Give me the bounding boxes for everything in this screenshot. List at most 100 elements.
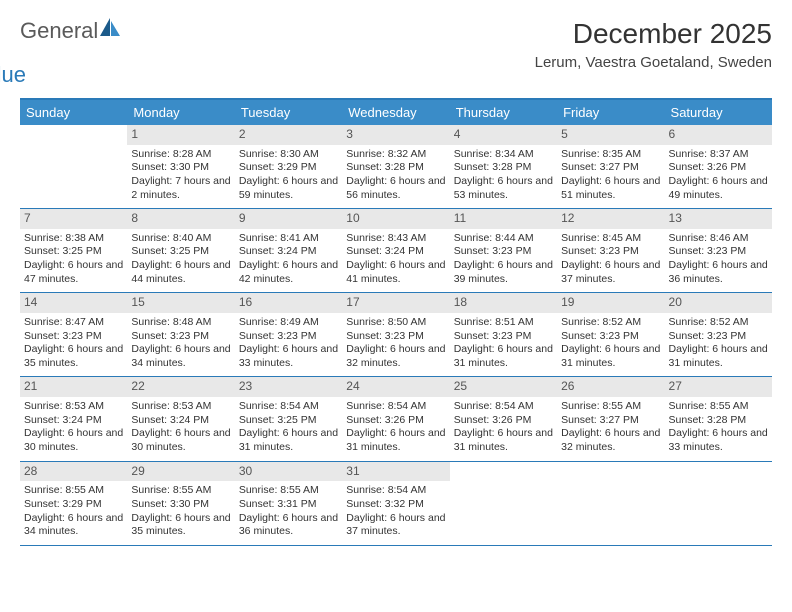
sunset-text: Sunset: 3:31 PM — [239, 498, 338, 512]
sunrise-text: Sunrise: 8:54 AM — [454, 400, 553, 414]
day-number: 24 — [342, 377, 449, 397]
sunset-text: Sunset: 3:27 PM — [561, 161, 660, 175]
sunset-text: Sunset: 3:23 PM — [454, 245, 553, 259]
sunset-text: Sunset: 3:23 PM — [239, 330, 338, 344]
sunrise-text: Sunrise: 8:54 AM — [346, 484, 445, 498]
daylight-text: Daylight: 6 hours and 35 minutes. — [24, 343, 123, 370]
daylight-text: Daylight: 6 hours and 31 minutes. — [454, 427, 553, 454]
day-header-row: SundayMondayTuesdayWednesdayThursdayFrid… — [20, 100, 772, 125]
sunrise-text: Sunrise: 8:43 AM — [346, 232, 445, 246]
sunset-text: Sunset: 3:27 PM — [561, 414, 660, 428]
daylight-text: Daylight: 7 hours and 2 minutes. — [131, 175, 230, 202]
day-number: 2 — [235, 125, 342, 145]
day-cell: 4Sunrise: 8:34 AMSunset: 3:28 PMDaylight… — [450, 125, 557, 208]
daylight-text: Daylight: 6 hours and 30 minutes. — [24, 427, 123, 454]
week-row: .1Sunrise: 8:28 AMSunset: 3:30 PMDayligh… — [20, 125, 772, 209]
day-number: 28 — [20, 462, 127, 482]
week-row: 21Sunrise: 8:53 AMSunset: 3:24 PMDayligh… — [20, 377, 772, 461]
sunset-text: Sunset: 3:25 PM — [239, 414, 338, 428]
day-cell: 16Sunrise: 8:49 AMSunset: 3:23 PMDayligh… — [235, 293, 342, 376]
day-cell: 24 Sunrise: 8:54 AMSunset: 3:26 PMDayligh… — [342, 377, 449, 460]
sunrise-text: Sunrise: 8:34 AM — [454, 148, 553, 162]
day-cell: . — [665, 462, 772, 545]
sunrise-text: Sunrise: 8:37 AM — [669, 148, 768, 162]
daylight-text: Daylight: 6 hours and 47 minutes. — [24, 259, 123, 286]
daylight-text: Daylight: 6 hours and 33 minutes. — [669, 427, 768, 454]
sunset-text: Sunset: 3:23 PM — [561, 245, 660, 259]
sunrise-text: Sunrise: 8:44 AM — [454, 232, 553, 246]
day-header: Monday — [127, 100, 234, 125]
day-number: 30 — [235, 462, 342, 482]
day-cell: 21 Sunrise: 8:53 AMSunset: 3:24 PMDayligh… — [20, 377, 127, 460]
daylight-text: Daylight: 6 hours and 34 minutes. — [131, 343, 230, 370]
sunset-text: Sunset: 3:26 PM — [454, 414, 553, 428]
sunrise-text: Sunrise: 8:35 AM — [561, 148, 660, 162]
day-cell: 7Sunrise: 8:38 AMSunset: 3:25 PMDaylight… — [20, 209, 127, 292]
day-number: 10 — [342, 209, 449, 229]
daylight-text: Daylight: 6 hours and 56 minutes. — [346, 175, 445, 202]
sunset-text: Sunset: 3:24 PM — [24, 414, 123, 428]
day-cell: 13Sunrise: 8:46 AMSunset: 3:23 PMDayligh… — [665, 209, 772, 292]
sunset-text: Sunset: 3:29 PM — [24, 498, 123, 512]
day-number: 9 — [235, 209, 342, 229]
daylight-text: Daylight: 6 hours and 34 minutes. — [24, 512, 123, 539]
logo-text-blue: Blue — [0, 62, 122, 88]
day-cell: . — [20, 125, 127, 208]
day-cell: 12Sunrise: 8:45 AMSunset: 3:23 PMDayligh… — [557, 209, 664, 292]
sunset-text: Sunset: 3:30 PM — [131, 161, 230, 175]
day-number: 17 — [342, 293, 449, 313]
logo-sail-icon — [100, 18, 122, 43]
sunset-text: Sunset: 3:24 PM — [239, 245, 338, 259]
sunrise-text: Sunrise: 8:30 AM — [239, 148, 338, 162]
daylight-text: Daylight: 6 hours and 44 minutes. — [131, 259, 230, 286]
sunset-text: Sunset: 3:26 PM — [346, 414, 445, 428]
daylight-text: Daylight: 6 hours and 42 minutes. — [239, 259, 338, 286]
sunrise-text: Sunrise: 8:53 AM — [24, 400, 123, 414]
day-cell: 5Sunrise: 8:35 AMSunset: 3:27 PMDaylight… — [557, 125, 664, 208]
sunset-text: Sunset: 3:23 PM — [346, 330, 445, 344]
daylight-text: Daylight: 6 hours and 36 minutes. — [239, 512, 338, 539]
day-number: 8 — [127, 209, 234, 229]
sunrise-text: Sunrise: 8:54 AM — [346, 400, 445, 414]
daylight-text: Daylight: 6 hours and 51 minutes. — [561, 175, 660, 202]
sunrise-text: Sunrise: 8:46 AM — [669, 232, 768, 246]
day-cell: 14Sunrise: 8:47 AMSunset: 3:23 PMDayligh… — [20, 293, 127, 376]
day-header: Wednesday — [342, 100, 449, 125]
calendar: SundayMondayTuesdayWednesdayThursdayFrid… — [20, 98, 772, 546]
sunrise-text: Sunrise: 8:50 AM — [346, 316, 445, 330]
day-cell: 6Sunrise: 8:37 AMSunset: 3:26 PMDaylight… — [665, 125, 772, 208]
sunrise-text: Sunrise: 8:52 AM — [669, 316, 768, 330]
day-cell: 10Sunrise: 8:43 AMSunset: 3:24 PMDayligh… — [342, 209, 449, 292]
day-number: 3 — [342, 125, 449, 145]
sunrise-text: Sunrise: 8:32 AM — [346, 148, 445, 162]
day-cell: 20Sunrise: 8:52 AMSunset: 3:23 PMDayligh… — [665, 293, 772, 376]
sunset-text: Sunset: 3:23 PM — [669, 245, 768, 259]
day-cell: 30 Sunrise: 8:55 AMSunset: 3:31 PMDayligh… — [235, 462, 342, 545]
sunrise-text: Sunrise: 8:54 AM — [239, 400, 338, 414]
day-number: 16 — [235, 293, 342, 313]
daylight-text: Daylight: 6 hours and 31 minutes. — [346, 427, 445, 454]
day-number: 6 — [665, 125, 772, 145]
day-number: 11 — [450, 209, 557, 229]
day-cell: . — [450, 462, 557, 545]
sunset-text: Sunset: 3:28 PM — [454, 161, 553, 175]
daylight-text: Daylight: 6 hours and 41 minutes. — [346, 259, 445, 286]
day-header: Thursday — [450, 100, 557, 125]
day-number: 21 — [20, 377, 127, 397]
sunrise-text: Sunrise: 8:55 AM — [239, 484, 338, 498]
day-cell: 3Sunrise: 8:32 AMSunset: 3:28 PMDaylight… — [342, 125, 449, 208]
sunrise-text: Sunrise: 8:52 AM — [561, 316, 660, 330]
day-cell: 11 Sunrise: 8:44 AMSunset: 3:23 PMDayligh… — [450, 209, 557, 292]
day-cell: 15Sunrise: 8:48 AMSunset: 3:23 PMDayligh… — [127, 293, 234, 376]
daylight-text: Daylight: 6 hours and 39 minutes. — [454, 259, 553, 286]
daylight-text: Daylight: 6 hours and 59 minutes. — [239, 175, 338, 202]
day-number: 7 — [20, 209, 127, 229]
day-cell: 25Sunrise: 8:54 AMSunset: 3:26 PMDayligh… — [450, 377, 557, 460]
day-cell: 9Sunrise: 8:41 AMSunset: 3:24 PMDaylight… — [235, 209, 342, 292]
daylight-text: Daylight: 6 hours and 30 minutes. — [131, 427, 230, 454]
week-row: 14Sunrise: 8:47 AMSunset: 3:23 PMDayligh… — [20, 293, 772, 377]
sunrise-text: Sunrise: 8:40 AM — [131, 232, 230, 246]
sunset-text: Sunset: 3:23 PM — [669, 330, 768, 344]
daylight-text: Daylight: 6 hours and 32 minutes. — [346, 343, 445, 370]
sunrise-text: Sunrise: 8:38 AM — [24, 232, 123, 246]
